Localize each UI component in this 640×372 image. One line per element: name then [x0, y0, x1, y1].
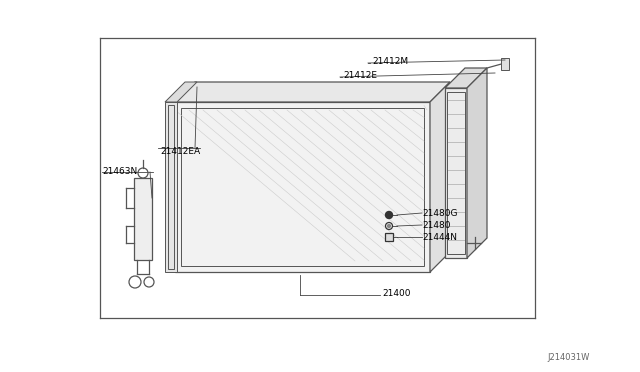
Polygon shape: [445, 68, 487, 88]
Text: 21480: 21480: [422, 221, 451, 230]
Text: J214031W: J214031W: [548, 353, 590, 362]
Polygon shape: [165, 82, 197, 102]
Polygon shape: [430, 82, 450, 272]
Polygon shape: [501, 58, 509, 70]
Text: 21400: 21400: [382, 289, 410, 298]
Polygon shape: [165, 102, 177, 272]
Text: 21480G: 21480G: [422, 208, 458, 218]
Polygon shape: [175, 82, 450, 102]
Circle shape: [385, 212, 392, 218]
Polygon shape: [134, 178, 152, 260]
Text: 21463N: 21463N: [102, 167, 137, 176]
FancyBboxPatch shape: [385, 233, 393, 241]
Text: 21412EA: 21412EA: [160, 148, 200, 157]
Polygon shape: [467, 68, 487, 258]
Circle shape: [387, 224, 390, 228]
Text: 21444N: 21444N: [422, 232, 457, 241]
Text: 21412E: 21412E: [343, 71, 377, 80]
Polygon shape: [445, 88, 467, 258]
Polygon shape: [175, 102, 430, 272]
Text: 21412M: 21412M: [372, 58, 408, 67]
